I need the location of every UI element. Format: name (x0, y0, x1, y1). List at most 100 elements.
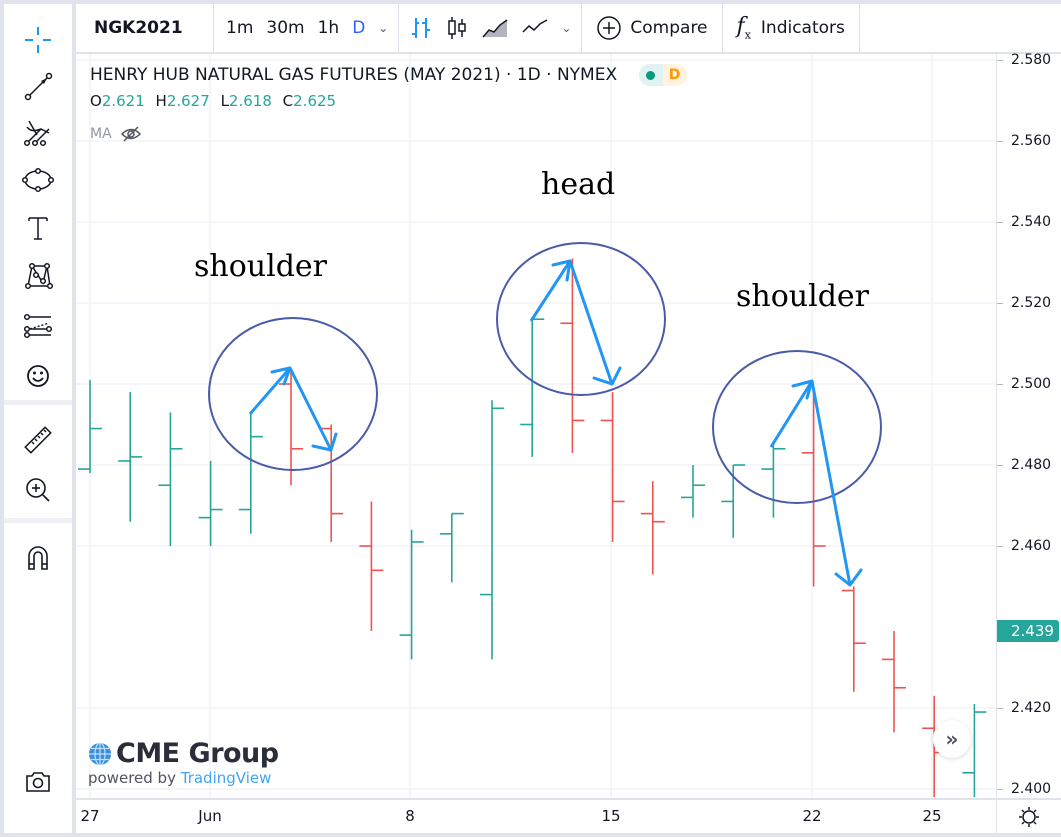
ohlc-close-value: 2.625 (293, 92, 337, 110)
magnet-icon[interactable] (18, 538, 58, 578)
last-price-label: 2.439 (997, 620, 1059, 643)
camera-icon[interactable] (18, 762, 58, 802)
symbol-search-button[interactable]: NGK2021 (76, 4, 214, 52)
interval-1m[interactable]: 1m (226, 18, 254, 38)
ohlc-bar (198, 460, 223, 546)
ma-indicator-legend[interactable]: MA (90, 125, 142, 143)
compare-button[interactable]: Compare (582, 4, 723, 52)
candles-icon[interactable] (445, 15, 469, 41)
line-icon[interactable] (521, 15, 549, 41)
interval-group: 1m 30m 1h D ⌄ (214, 4, 400, 52)
ohlc-bar (761, 444, 786, 518)
time-label: 27 (80, 807, 100, 825)
price-tick (997, 465, 1003, 466)
function-icon: fx (736, 14, 751, 42)
prediction-icon[interactable] (18, 306, 58, 346)
ellipse-icon[interactable] (18, 160, 58, 200)
price-label: 2.540 (1011, 214, 1052, 230)
chart-settings-button[interactable] (997, 800, 1061, 833)
ma-label: MA (90, 126, 112, 142)
chart-pane[interactable]: HENRY HUB NATURAL GAS FUTURES (MAY 2021)… (76, 54, 996, 798)
double-chevron-right-icon: » (945, 727, 959, 751)
ohlc-bar (78, 379, 102, 474)
price-tick (997, 303, 1003, 304)
cme-tradingview-logo[interactable]: CME Group powered by TradingView (88, 738, 279, 787)
tradingview-link[interactable]: TradingView (180, 769, 272, 787)
ohlc-bar (520, 318, 545, 457)
market-status-badge[interactable]: D (638, 64, 687, 86)
area-icon[interactable] (481, 15, 509, 41)
market-open-dot-icon (638, 64, 663, 86)
price-axis[interactable]: 2.439 2.580 2.560 2.540 2.520 2.500 2.480 2.46… (997, 52, 1061, 798)
powered-by-line: powered by TradingView (88, 769, 279, 787)
ruler-icon[interactable] (18, 420, 58, 460)
ohlc-bar (801, 392, 826, 587)
pitchfork-icon[interactable] (18, 112, 58, 152)
ohlc-bar (962, 703, 987, 798)
legend-ohlc: O2.621 H2.627 L2.618 C2.625 (90, 92, 342, 110)
ohlc-open-key: O (90, 92, 102, 110)
powered-by-text: powered by (88, 769, 176, 787)
eye-hidden-icon[interactable] (120, 125, 142, 143)
zoom-in-icon[interactable] (18, 470, 58, 510)
crosshair-icon[interactable] (18, 20, 58, 60)
price-tick (997, 141, 1003, 142)
price-tick (997, 546, 1003, 547)
time-label: 22 (802, 807, 822, 825)
ohlc-bar (158, 412, 183, 546)
ohlc-bar (480, 400, 504, 660)
interval-1h[interactable]: 1h (317, 18, 340, 38)
ohlc-low-value: 2.618 (228, 92, 272, 110)
ohlc-close-key: C (282, 92, 294, 110)
globe-icon (89, 741, 111, 766)
ohlc-bar (560, 258, 585, 453)
ohlc-bar (118, 392, 143, 522)
interval-30m[interactable]: 30m (266, 18, 305, 38)
text-icon[interactable] (18, 208, 58, 248)
price-tick (997, 708, 1003, 709)
time-label: 25 (922, 807, 942, 825)
price-tick (997, 384, 1003, 385)
chevron-down-icon[interactable]: ⌄ (378, 21, 389, 35)
chart-type-group: ⌄ (399, 4, 583, 52)
ohlc-open-value: 2.621 (101, 92, 145, 110)
price-chart (76, 54, 996, 798)
settings-sun-icon (1019, 806, 1039, 827)
chevron-down-icon[interactable]: ⌄ (561, 21, 572, 35)
time-axis[interactable]: 27 Jun 8 15 22 25 (76, 800, 996, 833)
ohlc-bar (359, 501, 384, 632)
series-title: HENRY HUB NATURAL GAS FUTURES (MAY 2021)… (90, 65, 618, 85)
ohlc-low-key: L (220, 92, 229, 110)
highlight-circle (712, 350, 882, 504)
time-label: Jun (198, 807, 222, 825)
price-tick (997, 789, 1003, 790)
drawing-toolbar (4, 4, 72, 833)
emoji-icon[interactable] (18, 356, 58, 396)
ohlc-bar (238, 412, 263, 534)
time-label: 8 (405, 807, 415, 825)
ohlc-bar (882, 631, 906, 733)
price-label: 2.480 (1011, 457, 1052, 473)
trend-arrow (769, 379, 852, 586)
ohlc-bar (841, 586, 866, 692)
highlight-circle (208, 317, 378, 471)
bars-icon[interactable] (409, 15, 433, 41)
ohlc-bar (439, 512, 464, 583)
legend-title: HENRY HUB NATURAL GAS FUTURES (MAY 2021)… (90, 64, 687, 86)
trend-line-icon[interactable] (18, 66, 58, 106)
pattern-icon[interactable] (18, 256, 58, 296)
ohlc-bar (600, 392, 625, 542)
scroll-to-realtime-button[interactable]: » (933, 720, 971, 758)
toolbar-divider (4, 400, 72, 405)
indicators-button[interactable]: fx Indicators (723, 4, 860, 52)
indicators-label: Indicators (760, 18, 845, 38)
price-label: 2.460 (1011, 538, 1052, 554)
toolbar-divider (4, 518, 72, 523)
time-label: 15 (601, 807, 621, 825)
price-label: 2.520 (1011, 295, 1052, 311)
annotation-right-shoulder: shoulder (736, 279, 869, 314)
ohlc-high-value: 2.627 (166, 92, 210, 110)
ohlc-bar (319, 424, 344, 542)
delayed-data-badge: D (662, 64, 687, 86)
interval-d[interactable]: D (352, 18, 366, 38)
